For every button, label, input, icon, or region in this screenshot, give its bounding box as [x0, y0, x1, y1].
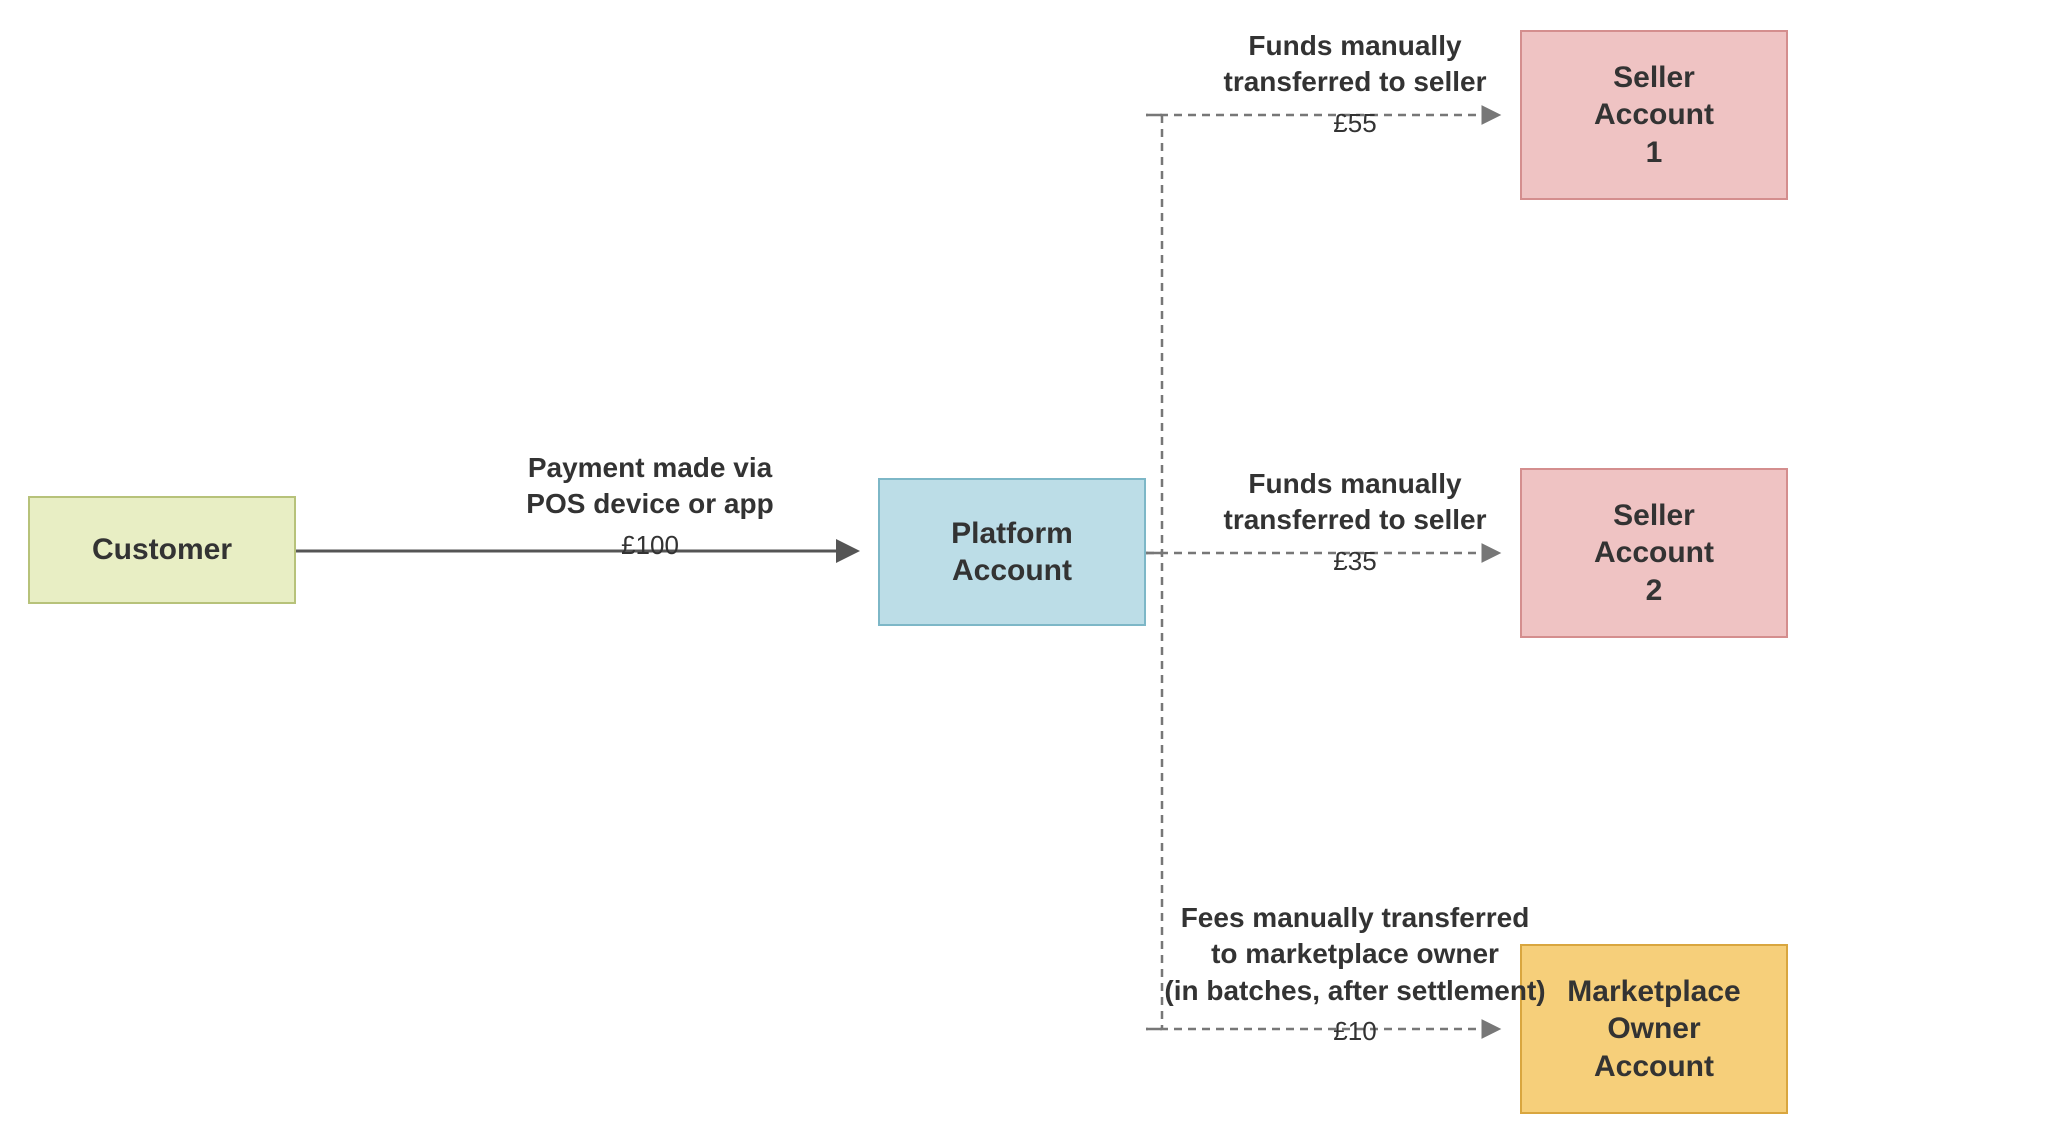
- edge-label-to-owner: Fees manually transferred to marketplace…: [1130, 900, 1580, 1049]
- edge-label-top: Funds manually transferred to seller: [1190, 466, 1520, 539]
- node-platform: Platform Account: [878, 478, 1146, 626]
- edge-label-top: Fees manually transferred to marketplace…: [1130, 900, 1580, 1009]
- edge-label-top: Payment made via POS device or app: [460, 450, 840, 523]
- edge-label-top: Funds manually transferred to seller: [1190, 28, 1520, 101]
- edge-label-amount: £10: [1130, 1015, 1580, 1049]
- edge-label-to-seller2: Funds manually transferred to seller £35: [1190, 466, 1520, 579]
- edge-label-to-seller1: Funds manually transferred to seller £55: [1190, 28, 1520, 141]
- node-seller1: Seller Account 1: [1520, 30, 1788, 200]
- node-label: Seller Account 2: [1594, 497, 1714, 610]
- node-seller2: Seller Account 2: [1520, 468, 1788, 638]
- edge-label-amount: £55: [1190, 107, 1520, 141]
- node-label: Platform Account: [951, 515, 1073, 590]
- edge-label-amount: £100: [460, 529, 840, 563]
- node-label: Seller Account 1: [1594, 59, 1714, 172]
- node-customer: Customer: [28, 496, 296, 604]
- node-label: Customer: [92, 531, 232, 569]
- edge-label-payment: Payment made via POS device or app £100: [460, 450, 840, 563]
- diagram-canvas: Customer Platform Account Seller Account 1…: [0, 0, 2060, 1144]
- node-label: Marketplace Owner Account: [1567, 973, 1740, 1086]
- edge-label-amount: £35: [1190, 545, 1520, 579]
